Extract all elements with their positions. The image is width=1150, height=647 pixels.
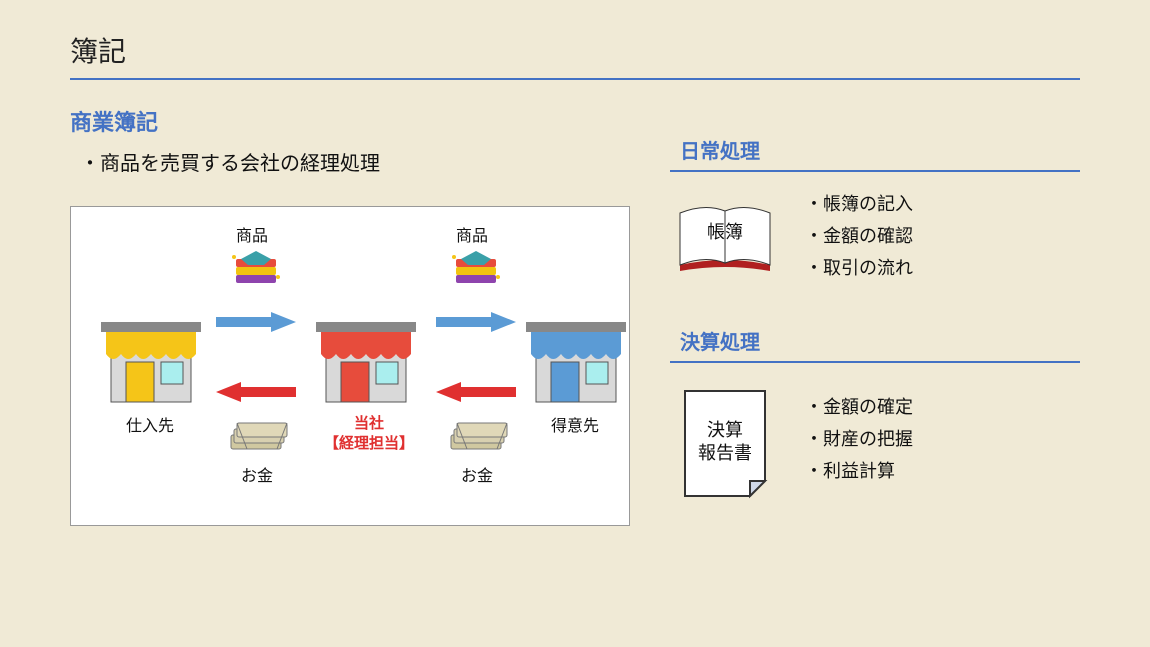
label-money-2: お金 <box>461 462 493 486</box>
label-company-1: 当社 <box>329 412 409 433</box>
s2-item-2: 利益計算 <box>805 457 913 483</box>
section2-row: 決算 報告書 金額の確定 財産の把握 利益計算 <box>670 381 1080 501</box>
arrow-blue-1 <box>216 312 296 332</box>
label-product-2: 商品 <box>456 222 488 246</box>
book-icon: 帳簿 <box>670 193 780 283</box>
label-customer: 得意先 <box>551 412 599 436</box>
doc-label-1: 決算 <box>707 420 743 440</box>
page-title: 簿記 <box>70 30 1080 80</box>
left-heading: 商業簿記 <box>70 105 630 137</box>
store-customer <box>521 297 631 407</box>
s1-item-2: 取引の流れ <box>805 254 913 280</box>
store-supplier <box>96 297 206 407</box>
section2-list: 金額の確定 財産の把握 利益計算 <box>805 393 913 489</box>
arrow-red-1 <box>216 382 296 402</box>
money-icon-1 <box>226 417 291 457</box>
document-icon: 決算 報告書 <box>670 381 780 501</box>
hr-1 <box>670 170 1080 172</box>
left-column: 商業簿記 ・商品を売買する会社の経理処理 商品 商品 <box>70 105 630 541</box>
doc-label-2: 報告書 <box>698 443 752 463</box>
s1-item-0: 帳簿の記入 <box>805 190 913 216</box>
section1-row: 帳簿 帳簿の記入 金額の確認 取引の流れ <box>670 190 1080 286</box>
section2-heading: 決算処理 <box>680 326 1080 355</box>
product-icon-2 <box>446 247 506 297</box>
s2-item-0: 金額の確定 <box>805 393 913 419</box>
s1-item-1: 金額の確認 <box>805 222 913 248</box>
s2-item-1: 財産の把握 <box>805 425 913 451</box>
left-bullet: ・商品を売買する会社の経理処理 <box>80 147 630 176</box>
section1-heading: 日常処理 <box>680 135 1080 164</box>
right-column: 日常処理 帳簿 帳簿の記入 金額の確認 取引の流れ 決算処理 決算 報告書 <box>670 105 1080 541</box>
section1-list: 帳簿の記入 金額の確認 取引の流れ <box>805 190 913 286</box>
store-company <box>311 297 421 407</box>
hr-2 <box>670 361 1080 363</box>
diagram-box: 商品 商品 <box>70 206 630 526</box>
money-icon-2 <box>446 417 511 457</box>
label-money-1: お金 <box>241 462 273 486</box>
product-icon-1 <box>226 247 286 297</box>
label-supplier: 仕入先 <box>126 412 174 436</box>
book-label: 帳簿 <box>707 222 743 242</box>
arrow-blue-2 <box>436 312 516 332</box>
arrow-red-2 <box>436 382 516 402</box>
label-company-2: 【経理担当】 <box>316 432 422 453</box>
main-row: 商業簿記 ・商品を売買する会社の経理処理 商品 商品 <box>70 105 1080 541</box>
label-product-1: 商品 <box>236 222 268 246</box>
